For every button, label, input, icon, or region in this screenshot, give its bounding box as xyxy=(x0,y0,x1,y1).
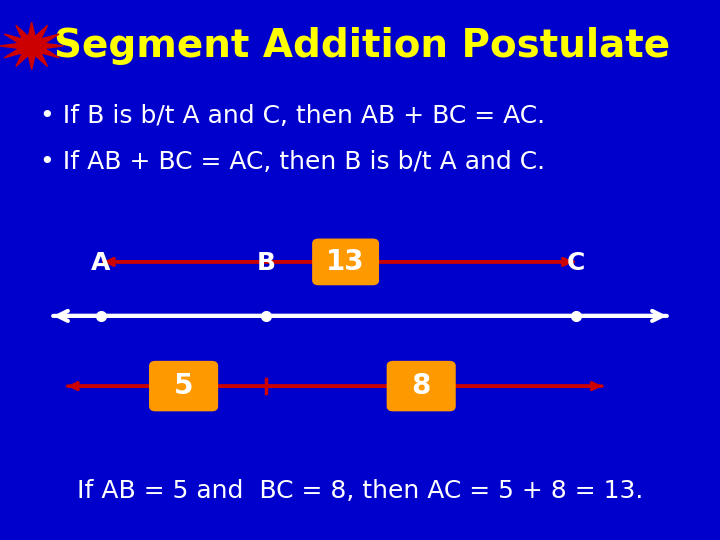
FancyBboxPatch shape xyxy=(312,239,379,285)
Text: 5: 5 xyxy=(174,372,194,400)
Text: • If AB + BC = AC, then B is b/t A and C.: • If AB + BC = AC, then B is b/t A and C… xyxy=(40,150,545,174)
FancyBboxPatch shape xyxy=(387,362,455,410)
Text: 13: 13 xyxy=(326,248,365,276)
Text: B: B xyxy=(257,252,276,275)
Text: • If B is b/t A and C, then AB + BC = AC.: • If B is b/t A and C, then AB + BC = AC… xyxy=(40,104,545,128)
Polygon shape xyxy=(0,22,63,70)
Text: Segment Addition Postulate: Segment Addition Postulate xyxy=(54,27,670,65)
Text: 8: 8 xyxy=(412,372,431,400)
Text: If AB = 5 and  BC = 8, then AC = 5 + 8 = 13.: If AB = 5 and BC = 8, then AC = 5 + 8 = … xyxy=(77,480,643,503)
Text: C: C xyxy=(567,252,585,275)
Text: A: A xyxy=(91,252,110,275)
FancyBboxPatch shape xyxy=(150,362,217,410)
